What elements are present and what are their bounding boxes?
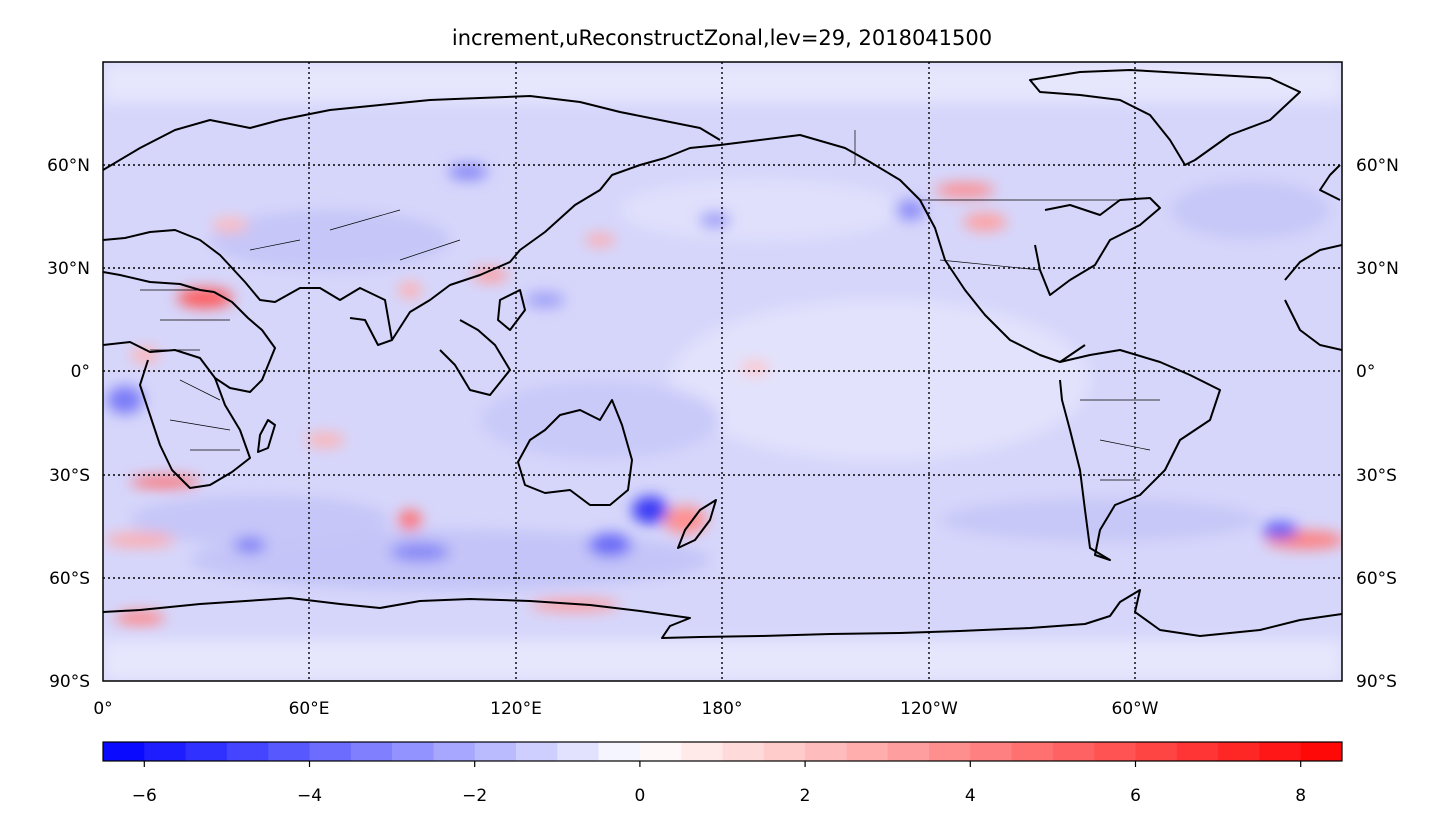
colorbar-cell <box>103 742 145 761</box>
lon-tick-label: 120°W <box>900 699 958 719</box>
colorbar-tick-label: 0 <box>634 786 645 806</box>
lat-tick-label-right: 90°S <box>1356 672 1397 692</box>
map-frame <box>102 61 1343 682</box>
lat-tick-label-right: 60°S <box>1356 569 1397 589</box>
colorbar-cell <box>598 742 641 761</box>
colorbar-tick-label: −2 <box>462 786 487 806</box>
lat-tick-label-left: 60°N <box>47 156 90 176</box>
lat-tick-label-left: 0° <box>71 362 90 382</box>
lon-tick-label: 60°W <box>1112 699 1159 719</box>
colorbar-cell <box>970 742 1013 761</box>
lat-tick-label-left: 30°S <box>49 466 90 486</box>
gridlines <box>103 62 1342 681</box>
colorbar-cell <box>639 742 682 761</box>
colorbar-cell <box>392 742 434 761</box>
colorbar-cell <box>268 742 310 761</box>
colorbar-cell <box>1135 742 1178 761</box>
colorbar-cell <box>929 742 971 761</box>
colorbar-cell <box>805 742 847 761</box>
colorbar-cell <box>433 742 476 761</box>
colorbar-cell <box>1011 742 1054 761</box>
colorbar-tick-label: 4 <box>965 786 976 806</box>
colorbar-cell <box>516 742 558 761</box>
colorbar-cell <box>226 742 269 761</box>
lat-tick-label-right: 30°N <box>1356 259 1399 279</box>
colorbar-tick-label: 6 <box>1130 786 1141 806</box>
lat-tick-label-left: 90°S <box>49 672 90 692</box>
colorbar-cell <box>1300 742 1343 761</box>
lat-tick-label-left: 60°S <box>49 569 90 589</box>
colorbar-cell <box>1259 742 1302 761</box>
colorbar-tick-label: −4 <box>297 786 322 806</box>
colorbar-cell <box>185 742 228 761</box>
colorbar-tick-label: 2 <box>800 786 811 806</box>
colorbar-cell <box>350 742 393 761</box>
colorbar-cell <box>1176 742 1219 761</box>
colorbar <box>103 742 1343 761</box>
lon-tick-label: 120°E <box>490 699 542 719</box>
chart-title: increment,uReconstructZonal,lev=29, 2018… <box>452 26 992 50</box>
colorbar-cell <box>846 742 889 761</box>
lon-tick-label: 60°E <box>289 699 330 719</box>
colorbar-frame <box>102 741 1343 762</box>
colorbar-tick-label: 8 <box>1295 786 1306 806</box>
lat-tick-label-right: 60°N <box>1356 156 1399 176</box>
colorbar-cell <box>1052 742 1095 761</box>
colorbar-cell <box>887 742 930 761</box>
lat-tick-label-right: 30°S <box>1356 466 1397 486</box>
country-borders <box>140 130 1160 481</box>
lat-tick-label-right: 0° <box>1356 362 1375 382</box>
colorbar-cell <box>681 742 723 761</box>
lon-tick-label: 180° <box>702 699 743 719</box>
colorbar-cell <box>557 742 600 761</box>
colorbar-cell <box>722 742 765 761</box>
colorbar-cell <box>474 742 517 761</box>
colorbar-tick-marks <box>143 761 1302 767</box>
colorbar-cell <box>309 742 352 761</box>
colorbar-cell <box>1094 742 1136 761</box>
lon-tick-label: 0° <box>93 699 112 719</box>
colorbar-cell <box>1218 742 1260 761</box>
colorbar-cell <box>763 742 806 761</box>
lat-tick-label-left: 30°N <box>47 259 90 279</box>
colorbar-tick-label: −6 <box>132 786 157 806</box>
colorbar-cell <box>144 742 187 761</box>
